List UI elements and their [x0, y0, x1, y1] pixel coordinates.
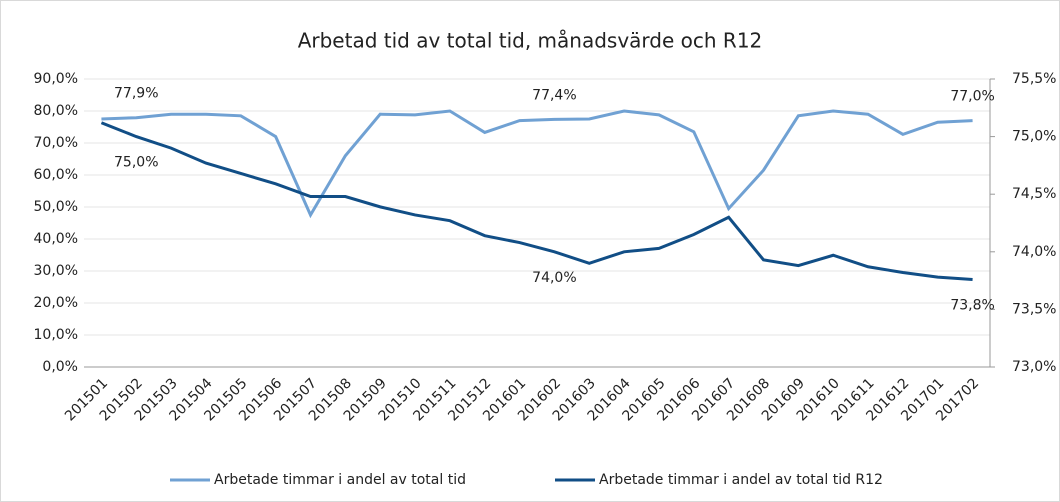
data-label: 75,0%: [114, 155, 158, 171]
legend-label: Arbetade timmar i andel av total tid: [214, 472, 466, 488]
y2-tick-label: 74,5%: [1012, 186, 1056, 202]
legend-label: Arbetade timmar i andel av total tid R12: [599, 472, 883, 488]
data-label: 77,0%: [950, 89, 994, 105]
data-label: 74,0%: [532, 270, 576, 286]
series-line: [100, 121, 973, 281]
y2-tick-label: 75,0%: [1012, 129, 1056, 145]
y-tick-label: 90,0%: [34, 71, 78, 87]
y2-tick-label: 73,0%: [1012, 359, 1056, 375]
y-tick-label: 60,0%: [34, 167, 78, 183]
y-tick-label: 40,0%: [34, 231, 78, 247]
y-tick-label: 0,0%: [42, 359, 78, 375]
y-tick-label: 30,0%: [34, 263, 78, 279]
y-tick-label: 70,0%: [34, 135, 78, 151]
chart-title: Arbetad tid av total tid, månadsvärde oc…: [298, 29, 763, 53]
data-label: 77,4%: [532, 87, 576, 103]
y-tick-label: 50,0%: [34, 199, 78, 215]
y2-tick-label: 73,5%: [1012, 301, 1056, 317]
data-label: 77,9%: [114, 86, 158, 102]
y2-tick-label: 75,5%: [1012, 71, 1056, 87]
y-tick-label: 10,0%: [34, 327, 78, 343]
y2-tick-label: 74,0%: [1012, 244, 1056, 260]
series-line: [101, 109, 973, 219]
data-label: 73,8%: [950, 297, 994, 313]
y-tick-label: 80,0%: [34, 103, 78, 119]
y-tick-label: 20,0%: [34, 295, 78, 311]
